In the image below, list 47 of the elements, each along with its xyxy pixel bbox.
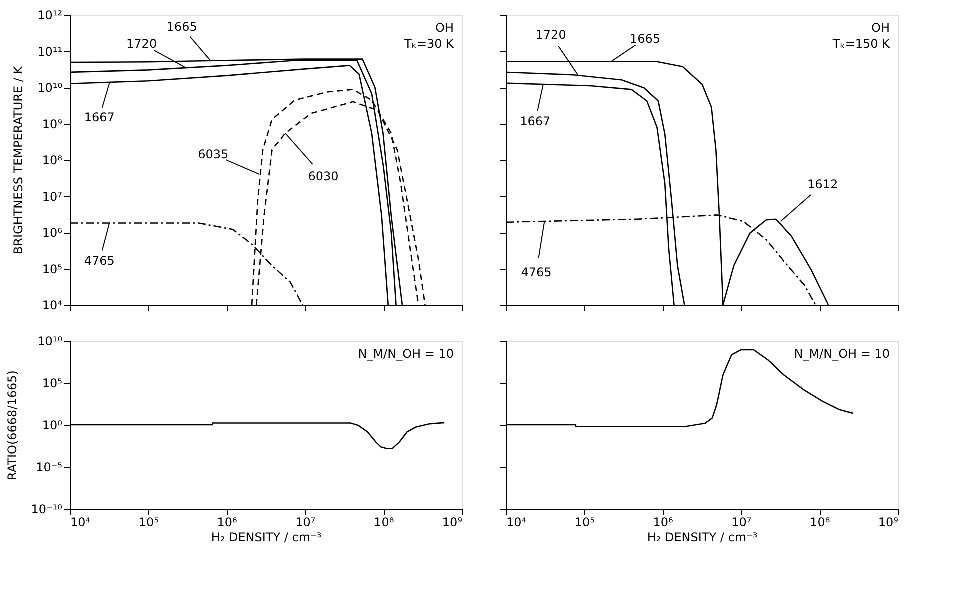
y-tick-label: 10⁵ — [42, 262, 63, 276]
y-tick-label: 10⁴ — [42, 298, 63, 312]
x-axis-title: H₂ DENSITY / cm⁻³ — [211, 530, 322, 544]
annotation: 1665 — [166, 20, 198, 34]
y-tick-label: 10⁷ — [42, 190, 63, 204]
x-tick-label: 10⁸ — [374, 516, 394, 530]
annotation: 6030 — [308, 169, 339, 184]
y-tick-label: 10⁸ — [42, 154, 63, 168]
y-tick-label: 10⁻⁵ — [36, 460, 63, 474]
annotation: 1720 — [536, 28, 566, 42]
annotation: 1720 — [126, 36, 158, 51]
annotation: Tₖ=150 K — [832, 37, 892, 51]
y-tick-label: 10⁵ — [42, 376, 63, 390]
annotation: 1667 — [520, 114, 551, 129]
x-tick-label: 10⁶ — [217, 516, 238, 530]
x-tick-label: 10⁷ — [732, 516, 752, 530]
annotation: 6035 — [198, 147, 229, 162]
annotation: 1665 — [630, 32, 661, 46]
x-tick-label: 10⁸ — [810, 516, 830, 530]
x-tick-label: 10⁵ — [574, 516, 596, 530]
y-tick-label: 10¹¹ — [38, 44, 63, 59]
x-tick-label: 10⁶ — [653, 516, 674, 530]
annotation: 4765 — [84, 254, 115, 268]
x-tick-label: 10⁴ — [506, 516, 527, 530]
annotation: N_M/N_OH = 10 — [358, 347, 454, 361]
x-tick-label: 10⁹ — [442, 516, 463, 530]
annotation: Tₖ=30 K — [404, 37, 456, 51]
annotation: 4765 — [521, 265, 552, 280]
annotation: 1667 — [84, 110, 115, 124]
x-tick-label: 10⁷ — [296, 516, 316, 530]
y-tick-label: 10¹² — [38, 8, 63, 22]
x-tick-label: 10⁴ — [70, 516, 91, 530]
annotation: OH — [436, 21, 454, 35]
y-tick-label: 10⁶ — [42, 226, 63, 240]
y-axis-title: BRIGHTNESS TEMPERATURE / K — [12, 65, 26, 255]
y-tick-label: 10⁰ — [42, 418, 63, 432]
annotation: OH — [872, 21, 890, 35]
annotation: 1612 — [808, 178, 838, 192]
x-axis-title: H₂ DENSITY / cm⁻³ — [647, 530, 758, 544]
annotation: N_M/N_OH = 10 — [794, 347, 890, 361]
y-axis-title: RATIO(6668/1665) — [5, 370, 20, 480]
y-tick-label: 10¹⁰ — [38, 334, 63, 348]
x-tick-label: 10⁵ — [138, 516, 160, 530]
y-tick-label: 10¹⁰ — [38, 81, 63, 95]
x-tick-label: 10⁹ — [878, 516, 899, 530]
y-tick-label: 10⁻¹⁰ — [31, 502, 63, 516]
y-tick-label: 10⁹ — [42, 117, 63, 132]
